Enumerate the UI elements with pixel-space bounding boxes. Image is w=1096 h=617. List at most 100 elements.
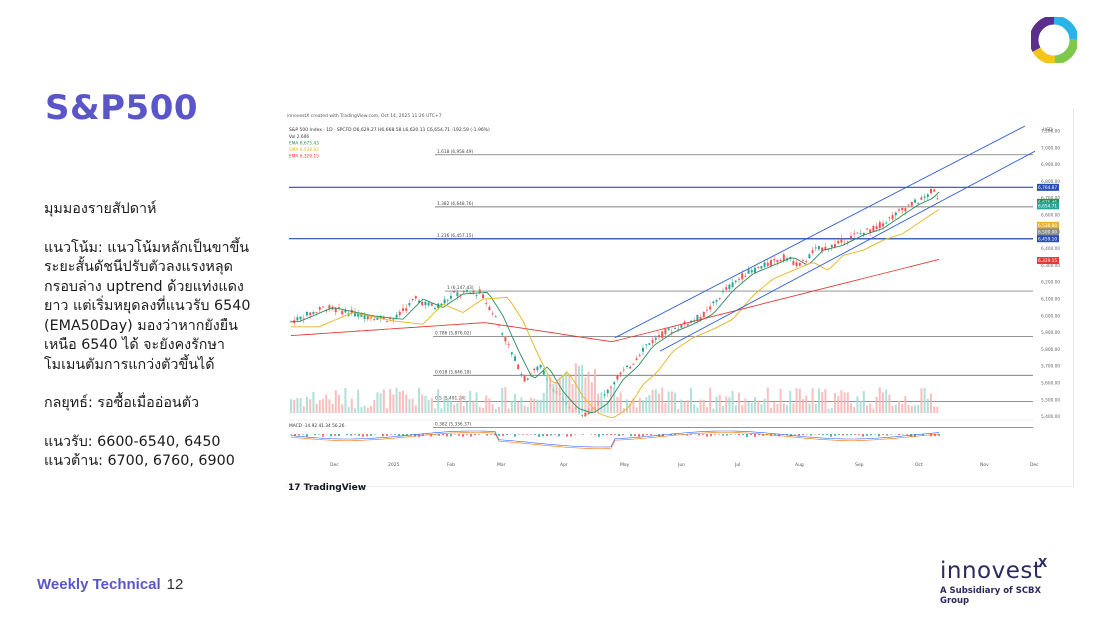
macd-histogram-bar bbox=[650, 434, 652, 436]
volume-bar bbox=[514, 394, 516, 413]
macd-histogram-bar bbox=[746, 434, 748, 437]
trend-line: กรอบล่าง uptrend ด้วยแท่งแดง bbox=[44, 278, 244, 295]
volume-bar bbox=[354, 408, 356, 413]
volume-bar bbox=[654, 389, 657, 413]
macd-histogram-bar bbox=[450, 434, 452, 437]
volume-bar bbox=[725, 396, 728, 413]
candle-body bbox=[859, 232, 862, 234]
candle-body bbox=[709, 306, 712, 310]
volume-bar bbox=[523, 405, 526, 413]
candle-body bbox=[885, 222, 888, 224]
macd-histogram-bar bbox=[522, 434, 524, 435]
volume-bar bbox=[539, 399, 542, 413]
volume-bar bbox=[504, 387, 507, 413]
volume-bar bbox=[299, 398, 302, 413]
macd-histogram-bar bbox=[374, 434, 376, 435]
candle-body bbox=[712, 301, 715, 304]
macd-signal-line bbox=[290, 432, 940, 449]
candle-body bbox=[373, 319, 376, 321]
candle-body bbox=[907, 204, 910, 206]
macd-histogram-bar bbox=[838, 434, 840, 435]
volume-bar bbox=[850, 403, 852, 413]
volume-bar bbox=[562, 374, 564, 413]
macd-histogram-bar bbox=[886, 434, 888, 436]
candle-body bbox=[680, 324, 683, 328]
volume-bar bbox=[907, 405, 910, 413]
macd-histogram-bar bbox=[730, 434, 732, 435]
volume-bar bbox=[408, 399, 411, 413]
candle-body bbox=[808, 254, 811, 259]
macd-histogram-bar bbox=[598, 434, 600, 437]
brand-superscript: X bbox=[1038, 556, 1048, 570]
volume-bar bbox=[661, 387, 664, 413]
x-tick-label: 2025 bbox=[388, 462, 400, 468]
macd-histogram-bar bbox=[498, 434, 500, 436]
macd-histogram-bar bbox=[330, 434, 332, 437]
macd-histogram-bar bbox=[642, 434, 644, 437]
volume-bar bbox=[555, 382, 558, 413]
candle-body bbox=[485, 303, 488, 304]
y-tick-label: 5,900.00 bbox=[1041, 330, 1060, 336]
x-tick-label: Dec bbox=[1030, 462, 1039, 468]
candle-body bbox=[626, 365, 628, 367]
volume-bar bbox=[696, 407, 699, 413]
x-tick-label: Aug bbox=[795, 462, 804, 468]
price-label-box bbox=[1037, 228, 1059, 236]
volume-bar bbox=[792, 403, 795, 413]
macd-histogram-bar bbox=[422, 434, 424, 436]
volume-bar bbox=[706, 406, 708, 413]
volume-bar bbox=[923, 387, 926, 413]
ema-mid-line bbox=[291, 209, 940, 419]
volume-bar bbox=[693, 404, 696, 413]
fib-level-label: 0.5 (5,491.24) bbox=[435, 395, 466, 401]
candle-body bbox=[462, 291, 465, 293]
candle-body bbox=[629, 366, 632, 369]
candle-body bbox=[862, 232, 865, 236]
trend-line: แนวโน้ม: แนวโน้มหลักเป็นขาขึ้น bbox=[44, 239, 250, 256]
macd-histogram-bar bbox=[618, 434, 620, 437]
candle-body bbox=[760, 266, 763, 269]
candle-body bbox=[475, 294, 478, 296]
volume-bar bbox=[738, 392, 740, 413]
macd-histogram-bar bbox=[862, 434, 864, 437]
volume-bar bbox=[341, 404, 344, 413]
volume-bar bbox=[491, 404, 494, 413]
macd-histogram-bar bbox=[834, 434, 836, 436]
source-note: innovestX created with TradingView.com, … bbox=[287, 113, 442, 119]
volume-bar bbox=[357, 389, 360, 413]
macd-histogram-bar bbox=[370, 434, 372, 436]
volume-bar bbox=[574, 363, 577, 413]
slide-title: S&P500 bbox=[45, 88, 199, 128]
y-tick-label: 6,000.00 bbox=[1041, 313, 1060, 319]
candle-body bbox=[754, 267, 756, 273]
volume-bar bbox=[834, 393, 836, 413]
volume-bar bbox=[638, 397, 641, 413]
fib-level-label: 1.236 (6,457.15) bbox=[437, 233, 473, 239]
candle-body bbox=[539, 364, 542, 368]
x-tick-label: Dec bbox=[330, 462, 339, 468]
candle-body bbox=[725, 287, 728, 290]
analysis-text: มุมมองรายสัปดาห์ แนวโน้ม: แนวโน้มหลักเป็… bbox=[44, 200, 279, 472]
macd-histogram-bar bbox=[334, 434, 336, 436]
y-tick-label: 6,700.00 bbox=[1041, 196, 1060, 202]
candle-body bbox=[322, 306, 324, 308]
candle-body bbox=[446, 299, 449, 301]
volume-bar bbox=[290, 399, 292, 413]
candle-body bbox=[443, 299, 446, 304]
y-tick-label: 7,100.00 bbox=[1041, 129, 1060, 135]
macd-histogram-bar bbox=[866, 434, 868, 436]
volume-bar bbox=[466, 401, 468, 413]
macd-histogram-bar bbox=[314, 434, 316, 436]
macd-histogram-bar bbox=[822, 434, 824, 436]
candle-body bbox=[488, 306, 491, 311]
volume-bar bbox=[392, 394, 395, 413]
volume-bar bbox=[446, 398, 449, 413]
brand-subtitle: A Subsidiary of SCBX Group bbox=[940, 586, 1042, 606]
candle-body bbox=[718, 298, 721, 300]
candle-body bbox=[315, 311, 318, 313]
analysis-heading: มุมมองรายสัปดาห์ bbox=[44, 201, 157, 217]
macd-histogram-bar bbox=[634, 434, 636, 437]
brand-wordmark: innovest X A Subsidiary of SCBX Group bbox=[940, 556, 1060, 606]
candle-body bbox=[763, 262, 766, 268]
volume-bar bbox=[770, 407, 772, 413]
